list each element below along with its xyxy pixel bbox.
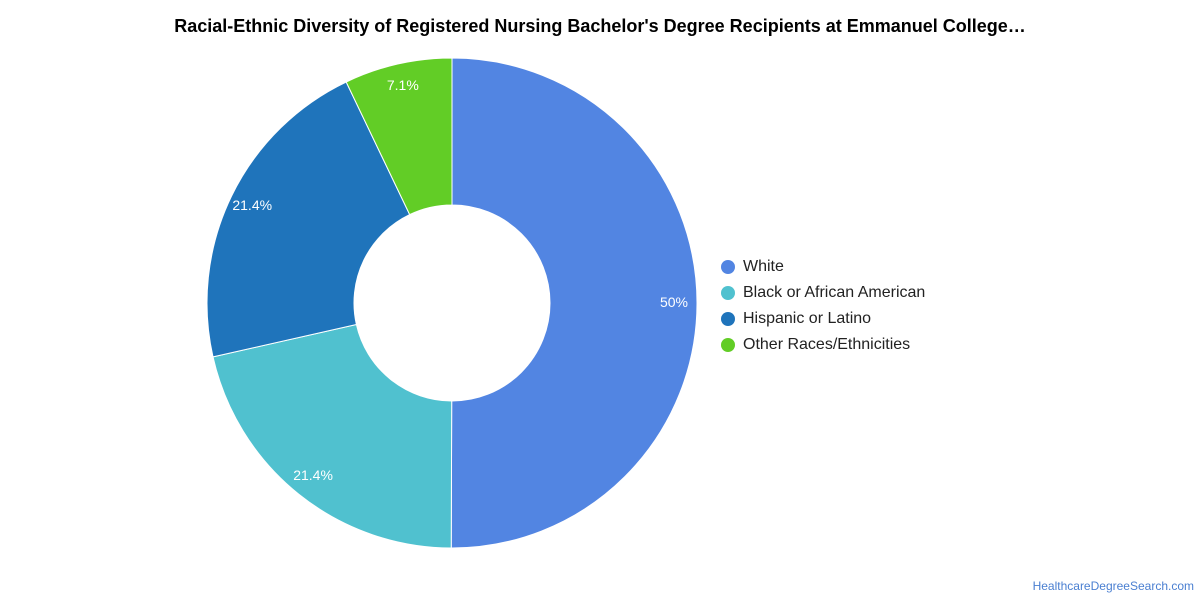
chart-title: Racial-Ethnic Diversity of Registered Nu… [174,16,1026,36]
legend-item-4[interactable]: Other Races/Ethnicities [721,332,925,358]
legend-swatch [721,286,735,300]
legend-swatch [721,338,735,352]
donut-slice-2[interactable] [212,323,453,549]
slice-data-label-1: 50% [660,294,688,310]
slice-data-label-4: 7.1% [387,77,419,93]
source-link[interactable]: HealthcareDegreeSearch.com [1032,579,1194,593]
donut-slice-3[interactable] [206,81,411,358]
chart-legend: White Black or African American Hispanic o… [721,254,925,358]
legend-item-2[interactable]: Black or African American [721,280,925,306]
legend-label: Black or African American [743,284,926,301]
slice-data-label-2: 21.4% [293,467,333,483]
donut-slice-1[interactable] [450,57,698,549]
slice-data-label-3: 21.4% [232,197,272,213]
legend-label: Other Races/Ethnicities [743,336,911,353]
legend-label: White [743,258,784,275]
legend-swatch [721,312,735,326]
legend-item-1[interactable]: White [721,254,925,280]
legend-label: Hispanic or Latino [743,310,872,327]
legend-swatch [721,260,735,274]
legend-item-3[interactable]: Hispanic or Latino [721,306,925,332]
donut-slice-4[interactable] [345,57,453,216]
